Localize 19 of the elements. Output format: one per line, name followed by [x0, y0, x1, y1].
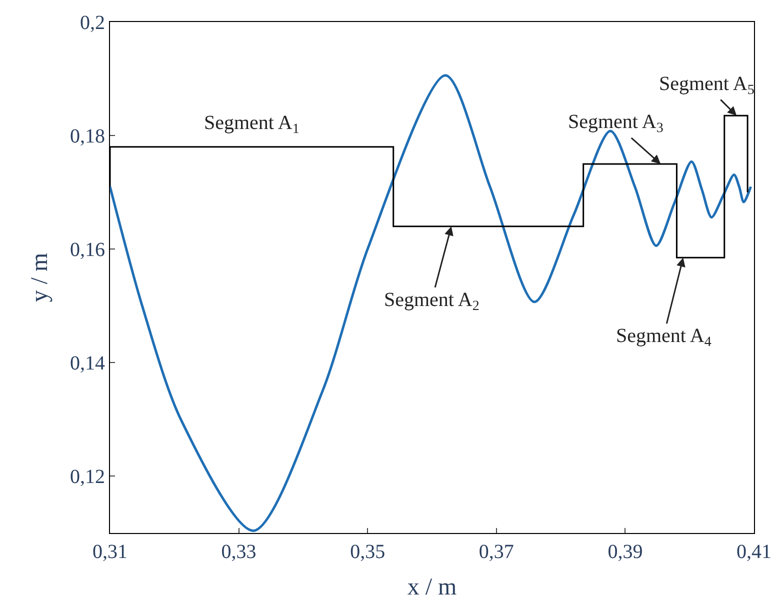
x-tick-label: 0,33 [221, 541, 256, 563]
x-tick-label: 0,41 [736, 541, 772, 563]
y-tick-label: 0,16 [70, 239, 105, 262]
x-tick-label: 0,31 [92, 541, 128, 563]
annotation: Segment A$_{4}$ [616, 325, 712, 350]
annotation: Segment A$_{2}$ [384, 289, 480, 314]
y-tick-label: 0,14 [70, 352, 105, 375]
x-tick-label: 0,39 [608, 541, 643, 563]
y-axis-title: y / m [27, 252, 54, 302]
annotation: Segment A$_{5}$ [659, 73, 754, 98]
line-series [110, 74, 752, 532]
annotation: Segment A$_{3}$ [568, 111, 664, 136]
x-tick-label: 0,35 [350, 541, 386, 563]
annotation: Segment A$_{1}$ [204, 112, 300, 138]
x-tick-label: 0,37 [478, 541, 514, 563]
x-axis-title: x / m [407, 574, 457, 600]
y-tick-label: 0,2 [80, 12, 105, 34]
y-tick-label: 0,12 [70, 466, 105, 488]
y-tick-label: 0,18 [70, 126, 105, 148]
